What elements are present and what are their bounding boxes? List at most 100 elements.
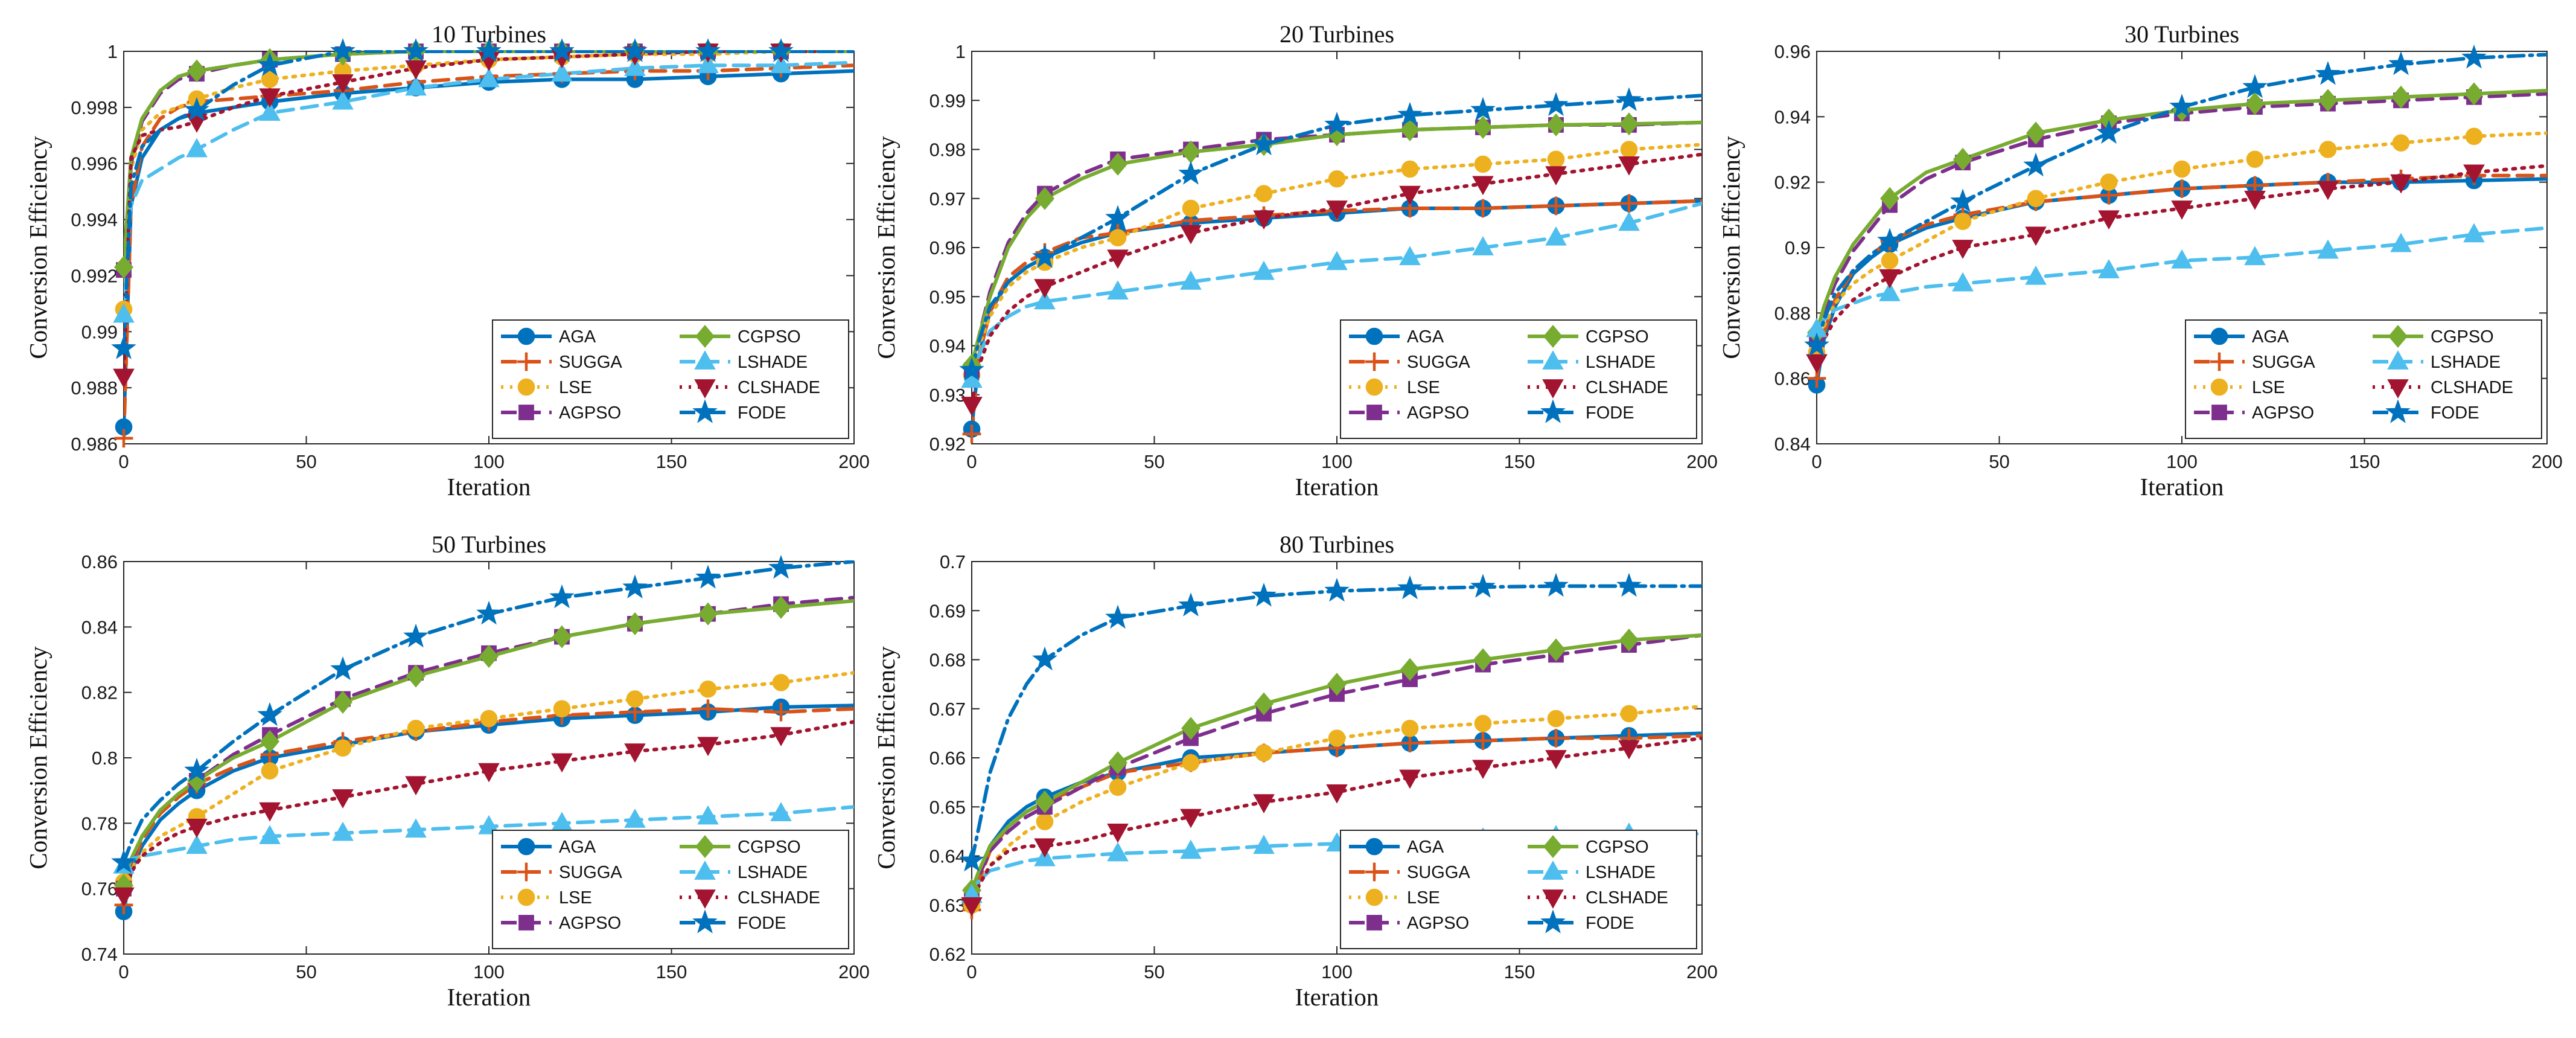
series-line-clshade xyxy=(124,720,854,897)
series-line-lse xyxy=(972,704,1702,907)
marker-lse xyxy=(1255,744,1273,762)
marker-lse xyxy=(2173,160,2191,178)
marker-lse xyxy=(1474,155,1492,173)
y-tick-label: 0.97 xyxy=(929,188,966,210)
x-axis-label: Iteration xyxy=(2140,473,2224,501)
y-axis-label: Conversion Efficiency xyxy=(1717,136,1745,359)
marker-fode xyxy=(2169,94,2195,118)
marker-cgpso xyxy=(771,595,791,619)
marker-fode xyxy=(1543,572,1569,597)
marker-cgpso xyxy=(187,59,207,83)
marker-lshade xyxy=(2390,232,2412,252)
marker-sugga xyxy=(1619,194,1639,213)
marker-clshade xyxy=(1545,750,1567,769)
marker-fode xyxy=(1105,205,1130,229)
series-line-lshade xyxy=(124,60,854,317)
series-group xyxy=(972,94,1702,436)
marker-fode xyxy=(403,38,429,62)
marker-lshade xyxy=(1180,271,1202,290)
marker-cgpso xyxy=(2391,85,2411,109)
marker-fode xyxy=(1178,592,1204,617)
marker-lse xyxy=(1109,778,1127,796)
marker-cgpso xyxy=(113,255,134,279)
legend-marker-clshade xyxy=(1542,889,1564,909)
series-line-lshade xyxy=(972,201,1702,382)
legend-label-agpso: AGPSO xyxy=(1407,403,1469,423)
x-tick-label: 150 xyxy=(656,961,687,982)
legend-label-fode: FODE xyxy=(738,914,786,933)
marker-clshade xyxy=(405,776,427,796)
marker-fode xyxy=(111,335,136,359)
marker-cgpso xyxy=(1254,692,1274,716)
y-tick-label: 0.998 xyxy=(71,97,118,118)
series-line-fode xyxy=(972,94,1702,373)
marker-fode xyxy=(2096,120,2122,144)
marker-clshade xyxy=(1107,823,1129,843)
legend-label-aga: AGA xyxy=(1407,327,1444,347)
marker-clshade xyxy=(1472,760,1494,780)
legend-marker-agpso xyxy=(518,915,534,931)
y-tick-label: 0.7 xyxy=(940,551,966,572)
marker-lshade xyxy=(697,805,719,825)
legend-box xyxy=(492,830,849,949)
x-axis-label: Iteration xyxy=(1295,473,1379,501)
legend-label-agpso: AGPSO xyxy=(559,914,621,933)
series-line-fode xyxy=(972,584,1702,863)
marker-clshade xyxy=(2098,210,2120,230)
marker-lshade xyxy=(1618,211,1640,231)
marker-sugga xyxy=(962,424,981,444)
marker-clshade xyxy=(624,743,646,763)
series-line-clshade xyxy=(972,152,1702,406)
legend-marker-aga xyxy=(517,327,535,345)
marker-clshade xyxy=(770,727,792,746)
marker-clshade xyxy=(259,88,281,108)
chart-panel-4: 0.74 0.76 0.78 0.8 0.82 0.84 0.86 0 50 100 150 200 5… xyxy=(24,531,870,1011)
legend-label-clshade: CLSHADE xyxy=(1586,378,1668,397)
marker-clshade xyxy=(1253,210,1275,230)
marker-cgpso xyxy=(1546,638,1566,662)
y-tick-label: 0.9 xyxy=(1785,237,1811,258)
x-tick-label: 50 xyxy=(296,451,316,472)
series-line-agpso xyxy=(1817,92,2547,341)
marker-lshade xyxy=(1034,290,1056,310)
marker-lshade xyxy=(1326,251,1348,271)
y-tick-label: 0.94 xyxy=(1774,106,1811,127)
x-tick-label: 150 xyxy=(656,451,687,472)
marker-lse xyxy=(2100,173,2118,191)
marker-clshade xyxy=(961,897,983,917)
marker-clshade xyxy=(1879,269,1901,289)
series-group xyxy=(1817,53,2547,387)
y-tick-label: 0.84 xyxy=(81,617,118,638)
legend-marker-cgpso xyxy=(695,324,715,348)
marker-sugga xyxy=(1546,729,1566,748)
marker-cgpso xyxy=(1400,658,1420,681)
x-tick-label: 200 xyxy=(2531,451,2563,472)
marker-clshade xyxy=(1399,185,1421,205)
x-tick-label: 150 xyxy=(2349,451,2380,472)
marker-lse xyxy=(1620,141,1638,158)
y-tick-label: 1 xyxy=(107,41,118,62)
y-tick-label: 0.74 xyxy=(81,944,118,965)
legend-marker-lshade xyxy=(1542,350,1564,370)
y-tick-label: 0.78 xyxy=(81,813,118,834)
marker-sugga xyxy=(114,429,133,448)
marker-lse xyxy=(1881,252,1899,269)
legend-marker-agpso xyxy=(2211,405,2227,420)
x-tick-label: 100 xyxy=(1321,451,1353,472)
legend-label-fode: FODE xyxy=(1586,403,1634,423)
series-line-agpso xyxy=(972,633,1702,897)
marker-fode xyxy=(257,52,282,76)
marker-fode xyxy=(476,600,502,625)
marker-lse xyxy=(1954,213,1972,230)
marker-clshade xyxy=(961,397,983,416)
marker-clshade xyxy=(2025,226,2047,246)
marker-clshade xyxy=(1806,354,1828,374)
legend: AGA CGPSO SUGGA LSHADE LSE CLSHADE AGPSO FODE xyxy=(2185,319,2542,439)
marker-sugga xyxy=(1473,731,1493,750)
legend-label-lse: LSE xyxy=(1407,378,1440,397)
x-tick-label: 200 xyxy=(1686,451,1718,472)
marker-lshade xyxy=(478,68,500,88)
legend-label-clshade: CLSHADE xyxy=(738,378,820,397)
legend-marker-lshade xyxy=(1542,860,1564,880)
legend: AGA CGPSO SUGGA LSHADE LSE CLSHADE AGPSO FODE xyxy=(492,830,849,949)
